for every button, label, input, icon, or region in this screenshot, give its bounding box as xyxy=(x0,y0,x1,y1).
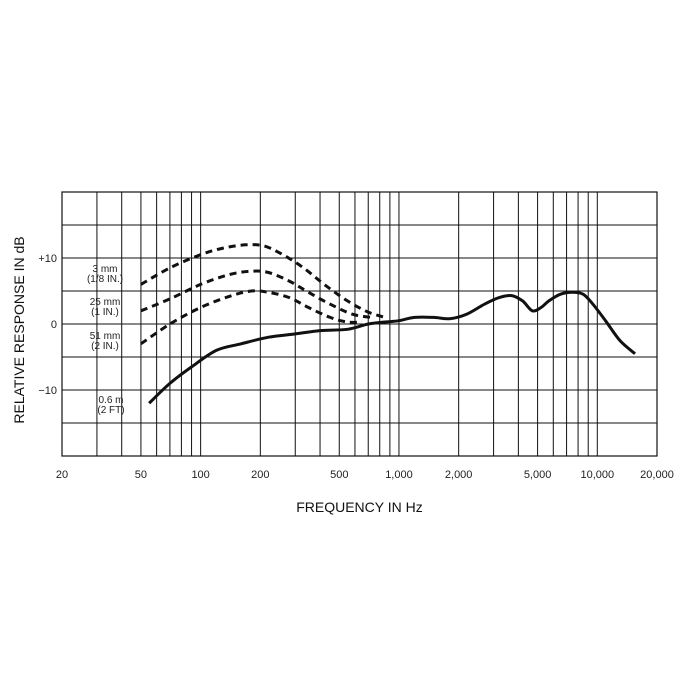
x-tick-label: 10,000 xyxy=(580,469,614,481)
y-tick-label: 0 xyxy=(51,319,57,331)
series-label: 51 mm xyxy=(90,331,121,342)
series-labels: 3 mm(1/8 IN.) 25 mm(1 IN.) 51 mm(2 IN.) 0.6… xyxy=(87,264,125,416)
x-tick-label: 5,000 xyxy=(524,469,552,481)
series-label: 0.6 m xyxy=(98,395,123,406)
series-label: (1/8 IN.) xyxy=(87,274,123,285)
tick-labels: 20 50 100 200 500 1,000 2,000 5,000 10,000 20,000… xyxy=(38,253,674,481)
series-label: (2 IN.) xyxy=(91,341,119,352)
series-line-1 xyxy=(140,243,386,319)
x-tick-label: 2,000 xyxy=(445,469,473,481)
series-label: (1 IN.) xyxy=(91,307,119,318)
y-tick-label: −10 xyxy=(38,385,57,397)
x-tick-label: 50 xyxy=(135,469,147,481)
x-axis-title: FREQUENCY IN Hz xyxy=(296,499,423,515)
series-line-4 xyxy=(148,290,636,405)
y-tick-label: +10 xyxy=(38,253,57,265)
series-line-3 xyxy=(140,289,362,346)
series-line-2 xyxy=(140,269,371,319)
x-tick-label: 100 xyxy=(191,469,209,481)
x-tick-label: 500 xyxy=(330,469,348,481)
x-tick-label: 200 xyxy=(251,469,269,481)
series-label: (2 FT) xyxy=(97,405,124,416)
y-axis-title: RELATIVE RESPONSE IN dB xyxy=(11,236,27,423)
series-label: 3 mm xyxy=(93,264,118,275)
series-layer xyxy=(140,243,636,405)
x-tick-label: 20,000 xyxy=(640,469,674,481)
x-tick-label: 1,000 xyxy=(385,469,413,481)
plot-frame xyxy=(61,191,658,457)
grid-layer xyxy=(62,192,657,456)
series-label: 25 mm xyxy=(90,297,121,308)
x-tick-label: 20 xyxy=(56,469,68,481)
